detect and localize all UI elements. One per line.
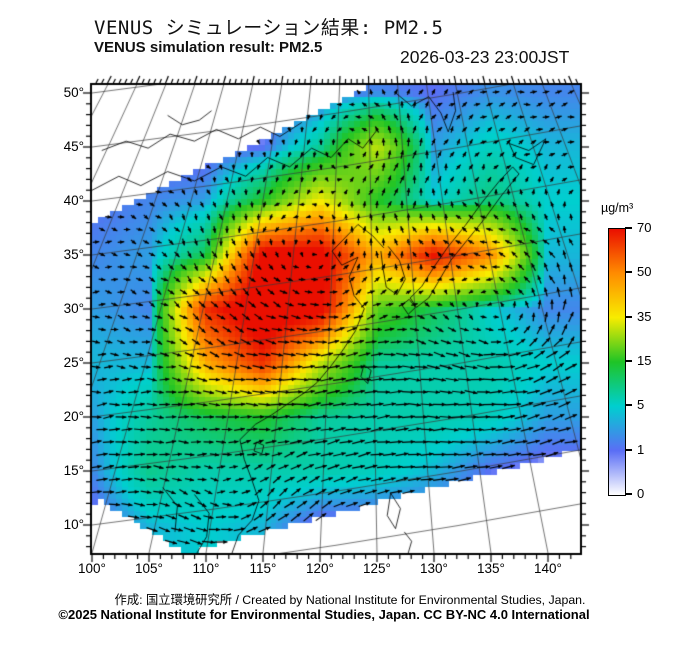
colorbar-tick-label: 15	[637, 353, 652, 368]
colorbar-tick	[625, 448, 632, 451]
lat-tick-label: 45°	[63, 139, 84, 154]
colorbar-tick-label: 50	[637, 264, 652, 280]
colorbar-tick	[625, 315, 632, 318]
lon-tick-label: 125°	[363, 561, 391, 576]
colorbar-tick-label: 5	[637, 397, 645, 413]
lon-tick-label: 140°	[534, 561, 562, 576]
lon-tick-label: 115°	[249, 561, 277, 576]
footer-license: ©2025 National Institute for Environment…	[58, 607, 590, 622]
colorbar-tick	[625, 404, 632, 407]
lon-tick-label: 120°	[306, 561, 334, 576]
lat-tick-label: 40°	[63, 193, 84, 208]
lat-tick-label: 10°	[63, 517, 84, 532]
lat-tick-label: 25°	[63, 355, 84, 370]
page-title-japanese: VENUS シミュレーション結果: PM2.5	[94, 17, 444, 39]
page-title-english: VENUS simulation result: PM2.5	[94, 39, 323, 56]
lat-tick-label: 35°	[63, 247, 84, 262]
colorbar-tick-label: 70	[637, 220, 652, 235]
colorbar-tick	[625, 271, 632, 274]
colorbar-tick-label: 35	[637, 308, 652, 324]
colorbar	[608, 228, 626, 496]
colorbar-unit-label: µg/m³	[601, 201, 634, 215]
lon-tick-label: 110°	[192, 561, 220, 576]
lon-tick-label: 130°	[420, 561, 448, 576]
valid-time-label: 2026-03-23 23:00JST	[400, 47, 570, 67]
colorbar-tick	[625, 360, 632, 362]
colorbar-tick-label: 0	[637, 486, 645, 501]
footer-credit: 作成: 国立環境研究所 / Created by National Instit…	[114, 593, 586, 607]
lat-tick-label: 15°	[63, 463, 84, 478]
lon-tick-label: 105°	[135, 561, 163, 576]
lat-tick-label: 20°	[63, 409, 84, 424]
lat-tick-label: 30°	[63, 301, 84, 316]
colorbar-tick	[625, 493, 632, 495]
lon-tick-label: 135°	[477, 561, 505, 576]
colorbar-tick-label: 1	[637, 441, 645, 457]
lon-tick-label: 100°	[78, 561, 106, 576]
lat-tick-label: 50°	[63, 85, 84, 100]
colorbar-tick	[625, 227, 632, 229]
